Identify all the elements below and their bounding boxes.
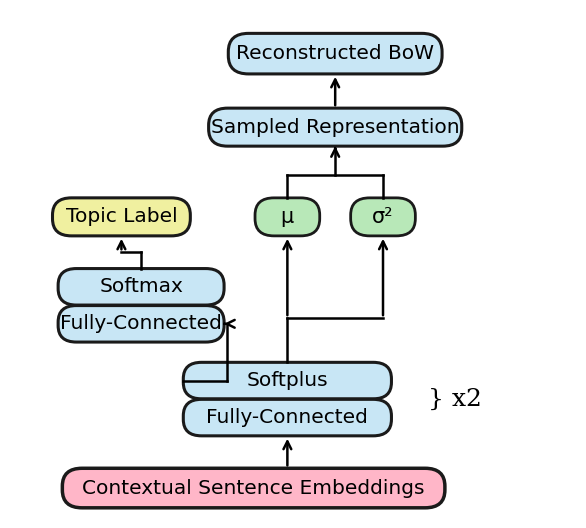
FancyBboxPatch shape xyxy=(255,198,320,236)
Text: Topic Label: Topic Label xyxy=(66,208,177,227)
Text: Softmax: Softmax xyxy=(99,277,183,296)
FancyBboxPatch shape xyxy=(183,362,391,399)
FancyBboxPatch shape xyxy=(209,108,462,146)
Text: Sampled Representation: Sampled Representation xyxy=(211,118,459,137)
FancyBboxPatch shape xyxy=(58,306,224,342)
Text: Contextual Sentence Embeddings: Contextual Sentence Embeddings xyxy=(83,478,425,497)
Text: Reconstructed BoW: Reconstructed BoW xyxy=(236,44,434,63)
FancyBboxPatch shape xyxy=(62,468,445,508)
Text: σ²: σ² xyxy=(372,207,394,227)
Text: Softplus: Softplus xyxy=(247,371,328,390)
FancyBboxPatch shape xyxy=(350,198,415,236)
FancyBboxPatch shape xyxy=(229,33,442,74)
Text: Fully-Connected: Fully-Connected xyxy=(60,314,222,333)
Text: μ: μ xyxy=(281,207,294,227)
Text: Fully-Connected: Fully-Connected xyxy=(206,408,369,427)
FancyBboxPatch shape xyxy=(183,399,391,436)
FancyBboxPatch shape xyxy=(58,269,224,305)
Text: } x2: } x2 xyxy=(428,388,482,411)
FancyBboxPatch shape xyxy=(53,198,190,236)
